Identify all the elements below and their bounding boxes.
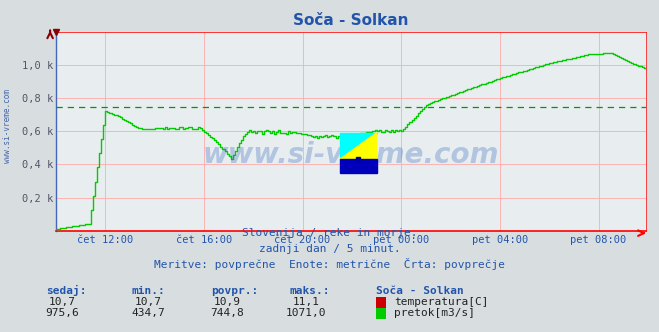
Text: 11,1: 11,1 xyxy=(293,297,320,307)
Text: 10,7: 10,7 xyxy=(49,297,76,307)
Bar xyxy=(339,159,376,173)
Text: 10,7: 10,7 xyxy=(135,297,161,307)
Polygon shape xyxy=(339,133,376,159)
Text: zadnji dan / 5 minut.: zadnji dan / 5 minut. xyxy=(258,244,401,254)
Text: temperatura[C]: temperatura[C] xyxy=(394,297,488,307)
Text: www.si-vreme.com: www.si-vreme.com xyxy=(3,89,12,163)
Text: sedaj:: sedaj: xyxy=(46,285,86,296)
Text: www.si-vreme.com: www.si-vreme.com xyxy=(203,141,499,169)
Text: pretok[m3/s]: pretok[m3/s] xyxy=(394,308,475,318)
Text: 10,9: 10,9 xyxy=(214,297,241,307)
Text: 434,7: 434,7 xyxy=(131,308,165,318)
Text: min.:: min.: xyxy=(132,286,165,296)
Title: Soča - Solkan: Soča - Solkan xyxy=(293,13,409,28)
Text: povpr.:: povpr.: xyxy=(211,286,258,296)
Text: Meritve: povprečne  Enote: metrične  Črta: povprečje: Meritve: povprečne Enote: metrične Črta:… xyxy=(154,258,505,270)
Text: Soča - Solkan: Soča - Solkan xyxy=(376,286,463,296)
Text: 744,8: 744,8 xyxy=(210,308,244,318)
Text: Slovenija / reke in morje.: Slovenija / reke in morje. xyxy=(242,228,417,238)
Text: 975,6: 975,6 xyxy=(45,308,80,318)
Text: 1071,0: 1071,0 xyxy=(286,308,327,318)
Polygon shape xyxy=(339,133,376,159)
Text: maks.:: maks.: xyxy=(290,286,330,296)
